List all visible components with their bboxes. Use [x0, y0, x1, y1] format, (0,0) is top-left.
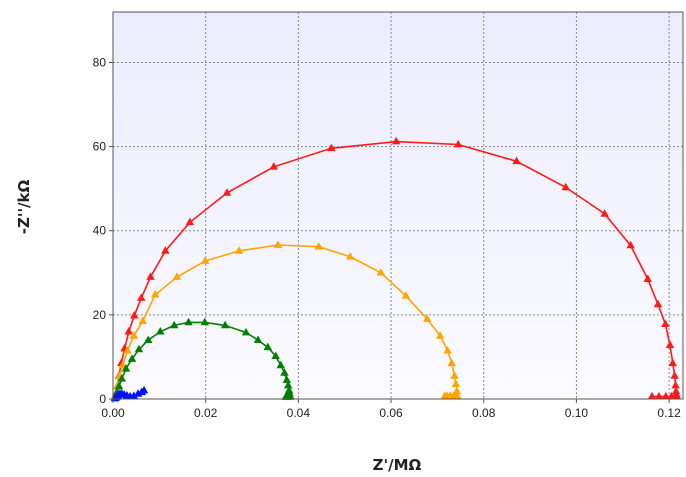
- y-tick-label: 0: [99, 392, 106, 406]
- y-tick-label: 40: [93, 224, 107, 238]
- y-tick-label: 20: [93, 308, 107, 322]
- x-tick-label: 0.10: [565, 406, 589, 420]
- x-tick-label: 0.02: [194, 406, 218, 420]
- y-axis-title: -Z''/kΩ: [15, 180, 33, 235]
- x-tick-label: 0.06: [379, 406, 403, 420]
- x-tick-label: 0.00: [101, 406, 125, 420]
- plot-background: [113, 12, 683, 399]
- y-tick-label: 80: [93, 55, 107, 69]
- x-axis-title: Z'/MΩ: [373, 456, 422, 474]
- x-tick-label: 0.04: [287, 406, 311, 420]
- x-tick-label: 0.12: [657, 406, 681, 420]
- x-tick-label: 0.08: [472, 406, 496, 420]
- y-tick-label: 60: [93, 140, 107, 154]
